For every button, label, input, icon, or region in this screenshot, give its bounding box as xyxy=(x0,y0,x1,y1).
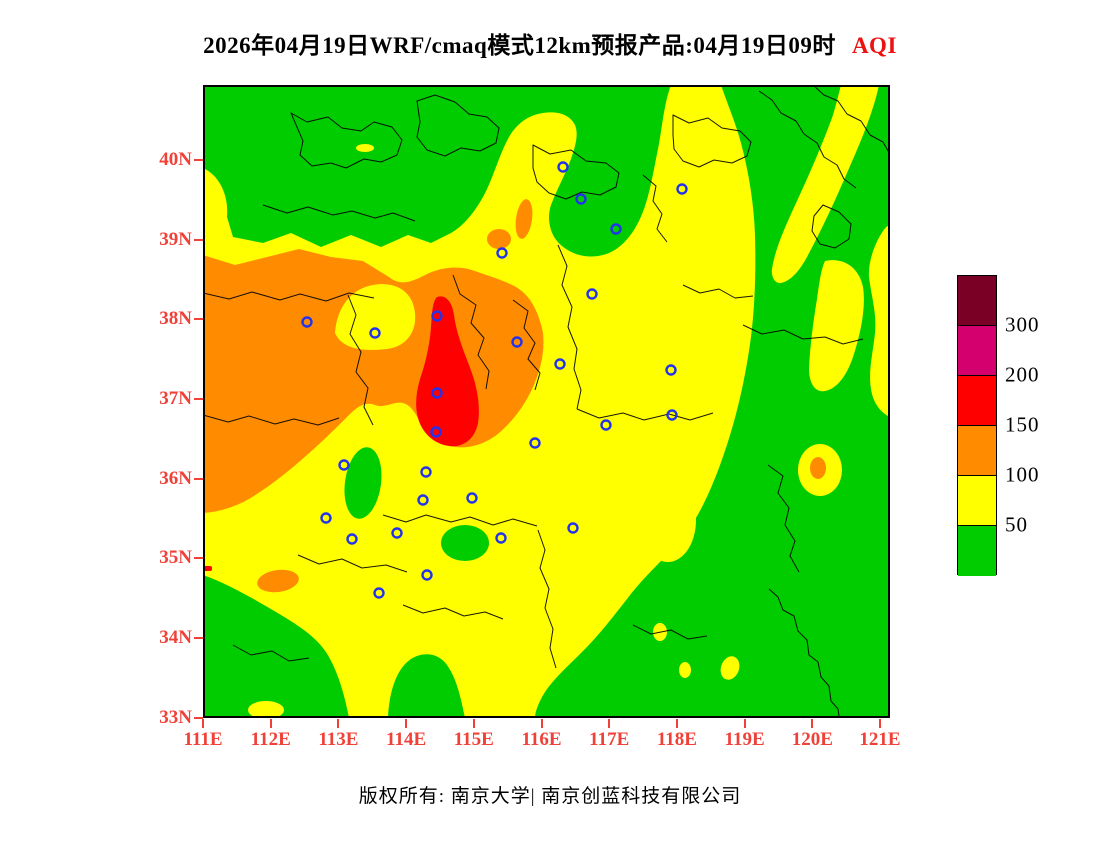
colorbar-label: 50 xyxy=(1005,512,1028,537)
x-tick xyxy=(879,719,881,728)
copyright-text: 版权所有: 南京大学| 南京创蓝科技有限公司 xyxy=(358,786,742,807)
y-tick xyxy=(194,397,203,400)
city-ring-marker xyxy=(600,419,612,431)
x-tick xyxy=(405,719,408,728)
x-tick xyxy=(269,719,272,728)
city-ring-marker xyxy=(369,327,381,339)
y-tick-label: 38N xyxy=(159,308,192,330)
colorbar-segment-yellow xyxy=(958,476,996,526)
x-tick-label: 117E xyxy=(589,729,630,750)
yellow-pocket-in-orange xyxy=(335,284,416,350)
y-tick-label: 35N xyxy=(159,547,192,569)
city-ring-marker xyxy=(575,193,587,205)
colorbar-label: 300 xyxy=(1005,312,1040,337)
city-ring-marker xyxy=(676,183,688,195)
x-tick xyxy=(608,719,611,728)
x-tick-label: 111E xyxy=(183,729,223,750)
city-ring-marker xyxy=(495,532,507,544)
x-tick-label: 121E xyxy=(859,729,901,750)
city-ring-marker xyxy=(554,358,566,370)
city-ring-marker xyxy=(431,310,443,322)
forecast-map-frame xyxy=(203,85,890,718)
x-tick-label: 120E xyxy=(791,729,833,750)
x-tick xyxy=(811,719,814,728)
city-ring-marker xyxy=(417,494,429,506)
y-tick xyxy=(194,557,203,560)
aqi-colorbar xyxy=(957,275,997,576)
city-ring-marker xyxy=(420,466,432,478)
x-tick xyxy=(472,719,475,728)
y-tick-label: 34N xyxy=(159,626,192,648)
colorbar-segment-green xyxy=(958,526,996,576)
title-text: 2026年04月19日WRF/cmaq模式12km预报产品:04月19日09时 xyxy=(203,33,836,58)
city-ring-marker xyxy=(373,587,385,599)
city-ring-marker xyxy=(567,522,579,534)
city-ring-marker xyxy=(529,437,541,449)
city-ring-marker xyxy=(421,569,433,581)
x-tick-label: 113E xyxy=(318,729,359,750)
page-title: 2026年04月19日WRF/cmaq模式12km预报产品:04月19日09时 A… xyxy=(0,26,1100,60)
aqi-forecast-map xyxy=(203,85,890,718)
aqi-region-orange xyxy=(203,199,544,593)
y-tick-label: 39N xyxy=(159,228,192,250)
city-ring-marker xyxy=(665,364,677,376)
colorbar-label: 100 xyxy=(1005,462,1040,487)
aqi-region-red xyxy=(203,296,479,571)
city-markers xyxy=(301,161,688,599)
map-border xyxy=(203,85,890,718)
city-ring-marker xyxy=(666,409,678,421)
x-tick-label: 115E xyxy=(453,729,494,750)
x-tick xyxy=(540,719,543,728)
city-ring-marker xyxy=(610,223,622,235)
city-ring-marker xyxy=(430,426,442,438)
city-ring-marker xyxy=(496,247,508,259)
aqi-orange-spot-se xyxy=(810,457,826,479)
colorbar-label: 200 xyxy=(1005,362,1040,387)
x-tick-label: 119E xyxy=(724,729,765,750)
city-ring-marker xyxy=(391,527,403,539)
city-ring-marker xyxy=(557,161,569,173)
x-tick xyxy=(743,719,746,728)
colorbar-label: 150 xyxy=(1005,412,1040,437)
colorbar-segment-magenta xyxy=(958,326,996,376)
x-tick xyxy=(202,719,204,728)
admin-boundaries xyxy=(203,85,890,718)
y-tick-label: 40N xyxy=(159,149,192,170)
colorbar-segment-red xyxy=(958,376,996,426)
city-ring-marker xyxy=(466,492,478,504)
colorbar-segment-orange xyxy=(958,426,996,476)
aqi-region-green-pockets xyxy=(344,141,626,561)
city-ring-marker xyxy=(431,387,443,399)
city-ring-marker xyxy=(338,459,350,471)
x-tick-label: 112E xyxy=(250,729,291,750)
y-tick-label: 36N xyxy=(159,467,192,489)
city-ring-marker xyxy=(511,336,523,348)
y-tick xyxy=(194,636,203,639)
y-tick xyxy=(194,238,203,241)
x-tick-label: 114E xyxy=(386,729,427,750)
city-ring-marker xyxy=(586,288,598,300)
city-ring-marker xyxy=(301,316,313,328)
x-tick-label: 118E xyxy=(656,729,697,750)
city-ring-marker xyxy=(346,533,358,545)
title-variable-aqi: AQI xyxy=(851,33,897,58)
copyright-footer: 版权所有: 南京大学| 南京创蓝科技有限公司 xyxy=(0,781,1100,808)
colorbar-segment-maroon xyxy=(958,276,996,326)
y-tick xyxy=(194,159,203,161)
x-tick xyxy=(675,719,678,728)
city-ring-marker xyxy=(320,512,332,524)
y-tick xyxy=(194,477,203,480)
y-tick xyxy=(194,318,203,321)
y-tick xyxy=(194,716,203,719)
x-tick-label: 116E xyxy=(521,729,562,750)
y-tick-label: 33N xyxy=(159,706,192,728)
x-tick xyxy=(337,719,340,728)
y-tick-label: 37N xyxy=(159,387,192,409)
